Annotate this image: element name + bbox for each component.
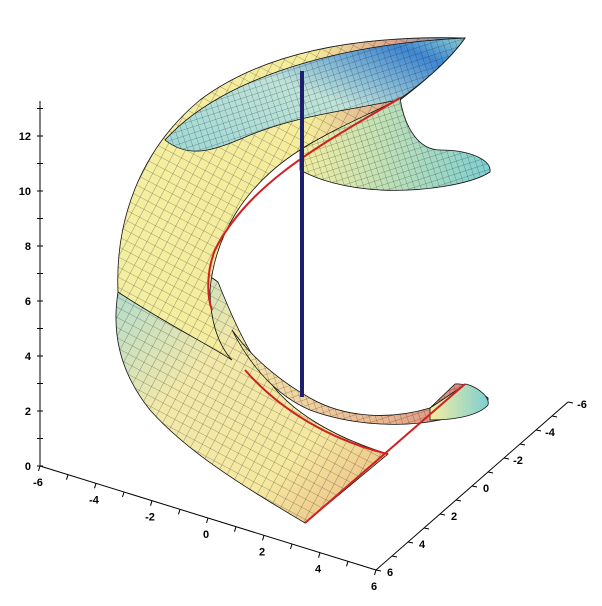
y-tick-mark [407, 541, 414, 544]
x-tick-mark [150, 500, 153, 506]
y-tick-mark [455, 499, 462, 502]
boundary-curve-upper [207, 97, 401, 311]
boundary-edge-front [304, 383, 466, 524]
y-tick-mark [551, 415, 558, 418]
surface-floor-mesh [232, 330, 489, 425]
boundary-curve-lower [244, 369, 389, 455]
y-tick-mark [503, 457, 510, 460]
y-tick-mark [519, 443, 526, 446]
surface-upper-sheet [117, 37, 491, 361]
y-tick-mark [375, 569, 382, 572]
y-tick-label: -6 [577, 399, 587, 411]
z-tick-label: 8 [25, 241, 31, 253]
y-tick-label: 0 [483, 483, 489, 495]
z-tick-label: 0 [25, 461, 31, 473]
x-tick-label: -6 [33, 477, 43, 489]
y-tick-mark [487, 471, 494, 474]
x-tick-mark [262, 535, 265, 541]
z-tick-label: 10 [19, 186, 31, 198]
surface-inner-fold-mesh [300, 98, 491, 191]
x-tick-mark [234, 526, 237, 532]
y-tick-label: -4 [545, 427, 556, 439]
x-tick-mark [122, 491, 125, 498]
y-tick-mark [439, 513, 446, 516]
y-tick-label: 4 [419, 539, 426, 551]
y-tick-mark [535, 429, 542, 432]
z-tick-label: 12 [19, 131, 31, 143]
surface-top-band-mesh [165, 38, 465, 152]
x-tick-label: 2 [259, 546, 265, 558]
y-tick-mark [423, 527, 430, 530]
x-tick-mark [346, 561, 349, 567]
x-tick-mark [290, 543, 293, 550]
x-tick-mark [318, 552, 321, 558]
y-tick-label: -2 [513, 455, 523, 467]
x-tick-mark [94, 483, 97, 489]
x-tick-label: 0 [203, 529, 209, 541]
y-tick-label: 2 [451, 511, 457, 523]
z-tick-label: 4 [25, 351, 32, 363]
axes: 0 2 4 6 8 10 12 -6 -4 -2 0 2 4 6 -6 -4 -2 0 2 4 6 [19, 101, 587, 593]
y-tick-mark [471, 485, 478, 488]
x-tick-label: 6 [371, 581, 377, 593]
y-tick-mark [391, 555, 398, 558]
z-axis-ticks: 0 2 4 6 8 10 12 [19, 108, 43, 473]
x-axis-ticks: -6 -4 -2 0 2 4 6 [33, 465, 377, 593]
x-tick-mark [66, 474, 69, 480]
z-tick-label: 6 [25, 296, 31, 308]
z-tick-label: 2 [25, 406, 31, 418]
x-tick-mark [374, 569, 377, 576]
y-axis-ticks: -6 -4 -2 0 2 4 6 [375, 399, 587, 579]
x-tick-mark [38, 465, 41, 472]
y-tick-label: 6 [387, 567, 393, 579]
surface-tail-lower [429, 383, 489, 421]
x-tick-label: 4 [315, 564, 322, 576]
x-tick-mark [178, 509, 181, 515]
boundary-curves [207, 97, 466, 524]
x-tick-label: -4 [89, 494, 100, 506]
y-tick-mark [567, 401, 574, 404]
x-tick-label: -2 [145, 512, 155, 524]
x-tick-mark [206, 517, 209, 524]
